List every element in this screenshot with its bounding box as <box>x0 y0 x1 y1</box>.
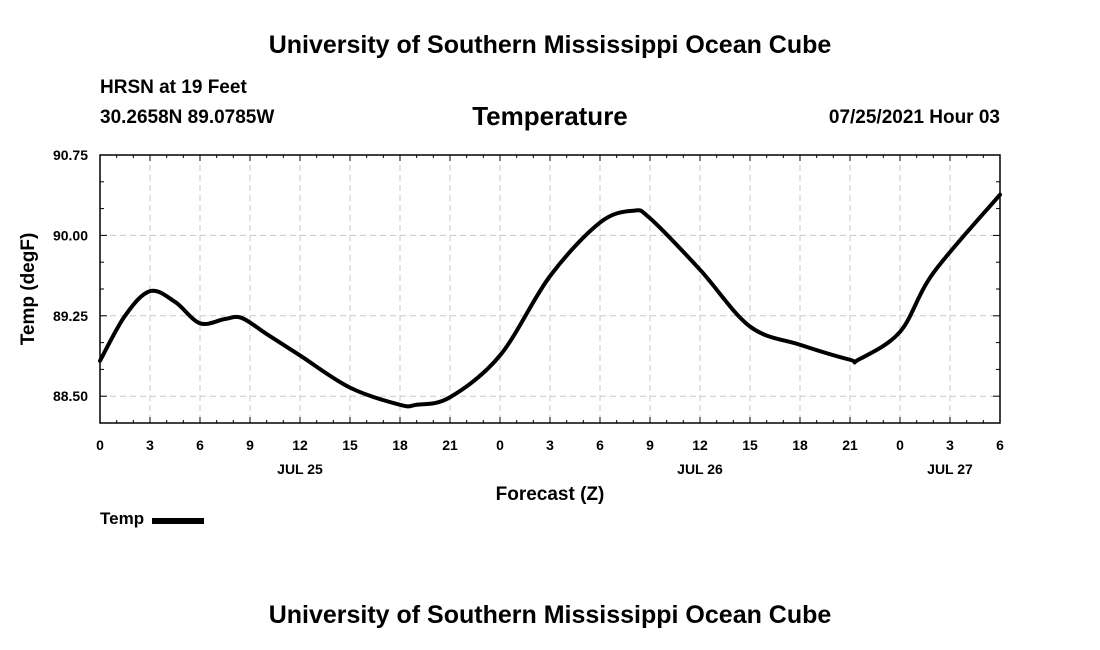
series-layer <box>98 192 1002 409</box>
x-tick-label: 12 <box>692 437 708 453</box>
chart-title: University of Southern Mississippi Ocean… <box>268 31 832 59</box>
x-tick-label: 0 <box>496 437 504 453</box>
coordinates-label: 30.2658N 89.0785W <box>100 107 275 128</box>
x-axis-title: Forecast (Z) <box>496 484 605 505</box>
series-line-temp <box>98 192 1002 409</box>
legend: Temp <box>100 509 205 529</box>
x-tick-label: 15 <box>342 437 358 453</box>
x-tick-label: 18 <box>392 437 408 453</box>
chart-subtitle: Temperature <box>472 101 628 131</box>
x-tick-label: 3 <box>146 437 154 453</box>
x-tick-label: 12 <box>292 437 308 453</box>
footer-title: University of Southern Mississippi Ocean… <box>268 601 832 629</box>
y-tick-label: 89.25 <box>53 308 88 324</box>
legend-swatch <box>152 517 205 524</box>
timestamp-label: 07/25/2021 Hour 03 <box>828 107 1000 128</box>
x-tick-label: 3 <box>546 437 554 453</box>
x-date-label: JUL 25 <box>277 461 323 477</box>
x-tick-label: 21 <box>442 437 458 453</box>
x-tick-label: 21 <box>842 437 858 453</box>
x-tick-label: 6 <box>996 437 1004 453</box>
x-date-label: JUL 26 <box>677 461 723 477</box>
legend-label: Temp <box>100 509 145 528</box>
grid <box>100 154 1000 423</box>
x-tick-label: 6 <box>196 437 204 453</box>
x-tick-label: 6 <box>596 437 604 453</box>
x-tick-label: 3 <box>946 437 954 453</box>
x-tick-label: 15 <box>742 437 758 453</box>
tick-labels: 0 3 6 9 12 15 18 21 0 3 6 9 12 15 18 21 0 3 6 JUL 25 JUL 26 J… <box>53 147 1004 477</box>
y-axis-title: Temp (degF) <box>18 233 39 346</box>
plot-frame <box>99 154 1001 424</box>
x-tick-label: 9 <box>246 437 254 453</box>
x-tick-label: 0 <box>96 437 104 453</box>
y-tick-label: 90.75 <box>53 147 88 163</box>
x-date-label: JUL 27 <box>927 461 973 477</box>
station-label: HRSN at 19 Feet <box>100 77 247 98</box>
x-tick-label: 9 <box>646 437 654 453</box>
x-tick-label: 18 <box>792 437 808 453</box>
y-tick-label: 88.50 <box>53 388 88 404</box>
x-tick-label: 0 <box>896 437 904 453</box>
y-tick-label: 90.00 <box>53 227 88 243</box>
